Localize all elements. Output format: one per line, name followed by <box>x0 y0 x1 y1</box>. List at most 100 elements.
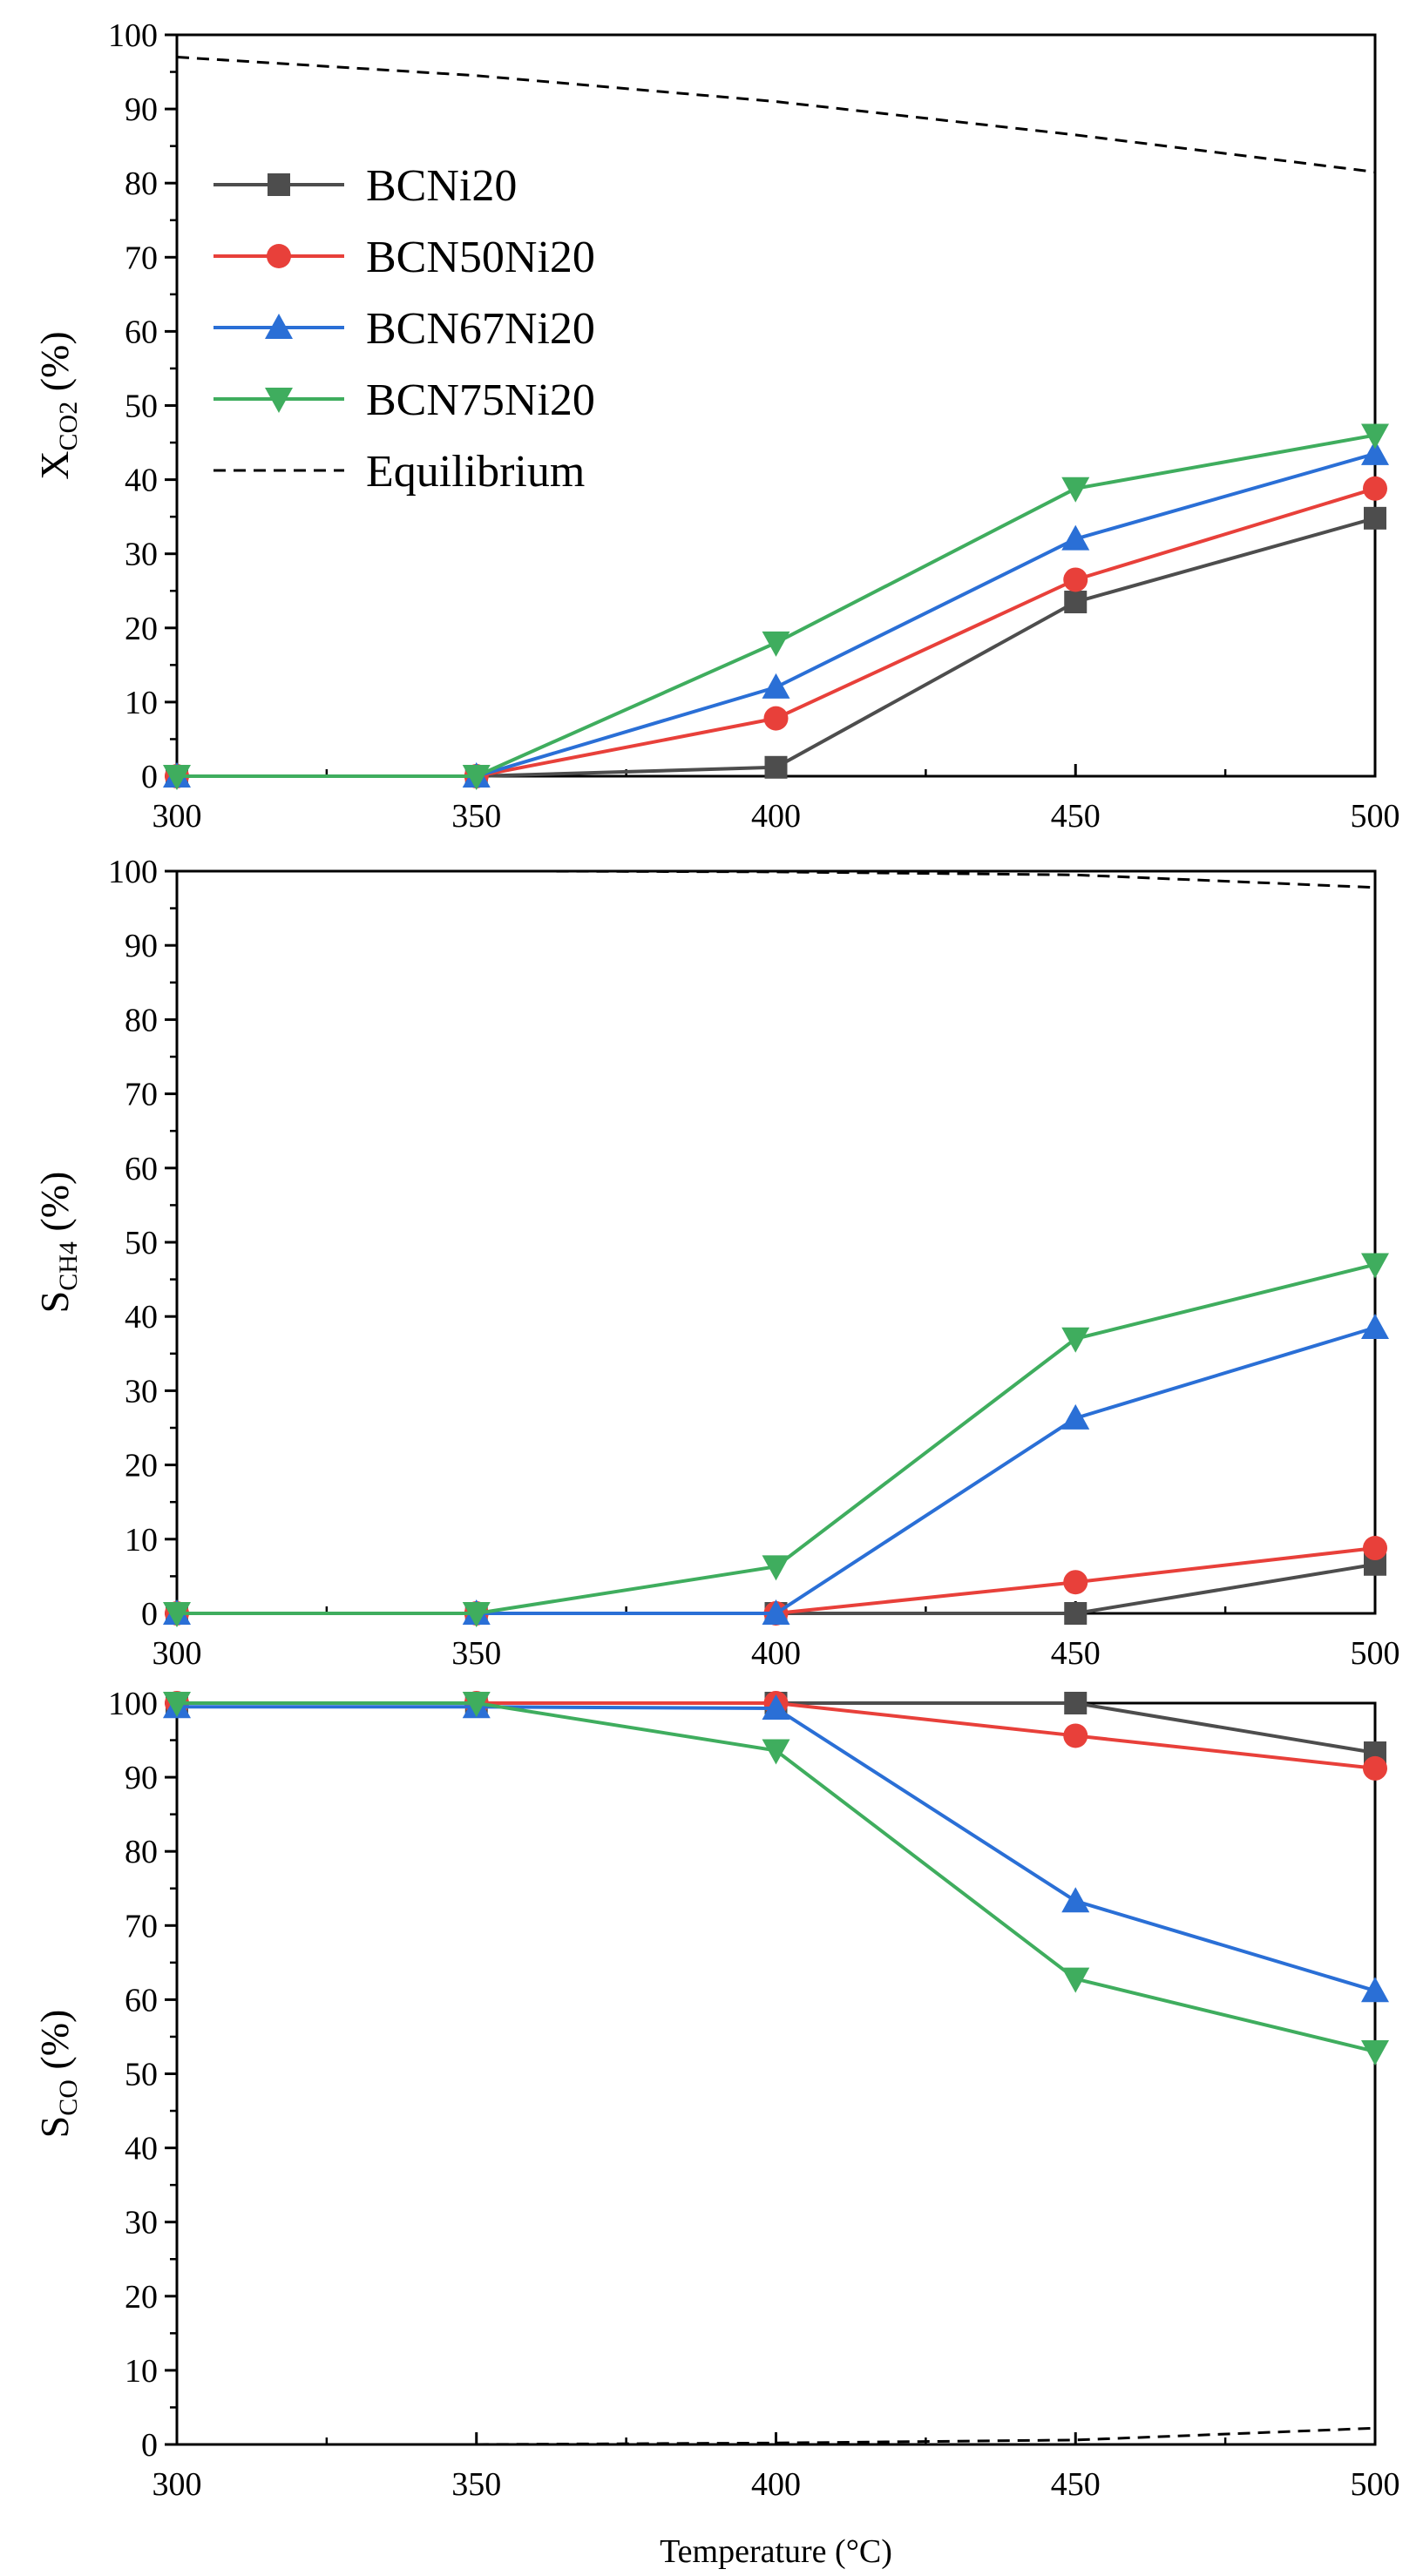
x-tick-label: 450 <box>1051 798 1101 835</box>
x-tick-label: 350 <box>451 798 501 835</box>
y-tick-label: 90 <box>125 928 158 964</box>
x-tick-label: 350 <box>451 2466 501 2503</box>
y-tick-label: 90 <box>125 1760 158 1796</box>
y-tick-label: 70 <box>125 1077 158 1113</box>
data-point-bcni20 <box>1064 591 1088 614</box>
x-tick-label: 500 <box>1351 798 1400 835</box>
y-axis-title-main: S <box>32 1291 77 1314</box>
data-point-bcn75ni20 <box>1061 1327 1090 1353</box>
x-axis-title: Temperature (°C) <box>660 2533 892 2570</box>
y-axis-title: XCO2 (%) <box>32 331 83 479</box>
data-point-bcn75ni20 <box>1361 1253 1389 1279</box>
panel-sch4: 0 10 20 30 40 50 60 70 80 90 100 300 350 400 450 500 SCH… <box>32 854 1400 1672</box>
y-tick-label: 80 <box>125 1834 158 1870</box>
data-point-bcn67ni20 <box>1361 1977 1389 2003</box>
x-tick-label: 500 <box>1351 1635 1400 1672</box>
data-point-bcn75ni20 <box>762 631 790 657</box>
y-tick-label: 20 <box>125 1448 158 1484</box>
data-point-bcn67ni20 <box>1061 1403 1090 1430</box>
y-tick-label: 70 <box>125 240 158 276</box>
data-point-bcn67ni20 <box>1361 1313 1389 1339</box>
legend-marker-bcn67ni20 <box>265 314 293 339</box>
y-tick-label: 50 <box>125 389 158 425</box>
y-tick-label: 100 <box>108 1686 158 1722</box>
data-point-bcn50ni20 <box>1363 1536 1387 1561</box>
y-tick-label: 0 <box>141 1596 158 1633</box>
x-tick-label: 400 <box>751 1635 801 1672</box>
y-axis-title-sub: CO2 <box>54 402 83 451</box>
data-point-bcn75ni20 <box>163 1692 191 1717</box>
data-point-bcn67ni20 <box>762 1599 790 1625</box>
y-tick-label: 30 <box>125 537 158 573</box>
y-tick-label: 100 <box>108 17 158 54</box>
y-tick-label: 30 <box>125 2205 158 2241</box>
legend-marker-bcni20 <box>268 173 290 196</box>
y-axis-title-unit: (%) <box>32 331 77 401</box>
y-tick-label: 40 <box>125 463 158 499</box>
equilibrium-line <box>536 869 1376 889</box>
y-axis-title-sub: CH4 <box>54 1241 83 1291</box>
y-tick-label: 20 <box>125 611 158 647</box>
data-point-bcni20 <box>764 755 788 779</box>
data-point-bcn75ni20 <box>1361 2039 1389 2066</box>
y-tick-label: 10 <box>125 1522 158 1558</box>
data-point-bcn50ni20 <box>763 706 789 731</box>
panel-sco: 0 10 20 30 40 50 60 70 80 90 100 300 350 400 450 500 SCO… <box>32 1686 1400 2570</box>
legend-marker-bcn50ni20 <box>267 244 291 268</box>
data-point-bcn67ni20 <box>1061 1887 1090 1913</box>
legend-label-bcn75ni20: BCN75Ni20 <box>366 375 595 425</box>
y-axis-title-unit: (%) <box>32 2010 77 2079</box>
data-point-bcn75ni20 <box>762 1739 790 1765</box>
x-tick-label: 500 <box>1351 2466 1400 2503</box>
data-point-bcn75ni20 <box>762 1555 790 1581</box>
data-point-bcn75ni20 <box>163 1602 191 1627</box>
y-axis-title: SCO (%) <box>32 2010 83 2139</box>
panel-xco2: 0 10 20 30 40 50 60 70 80 90 100 300 350 400 450 500 XCO… <box>32 17 1400 835</box>
y-tick-label: 50 <box>125 1225 158 1261</box>
y-tick-label: 70 <box>125 1908 158 1944</box>
y-tick-label: 60 <box>125 314 158 350</box>
y-axis-title-sub: CO <box>54 2079 83 2116</box>
data-point-bcn67ni20 <box>762 673 790 699</box>
data-point-bcni20 <box>1364 506 1386 530</box>
y-tick-label: 40 <box>125 2131 158 2167</box>
legend-label-bcn50ni20: BCN50Ni20 <box>366 233 595 282</box>
data-point-bcn67ni20 <box>762 1694 790 1720</box>
equilibrium-line <box>476 2426 1376 2446</box>
y-tick-label: 20 <box>125 2279 158 2316</box>
legend-label-bcni20: BCNi20 <box>366 161 517 211</box>
y-axis-title-unit: (%) <box>32 1172 77 1241</box>
y-tick-label: 60 <box>125 1151 158 1187</box>
x-tick-label: 300 <box>152 2466 202 2503</box>
equilibrium-line <box>176 56 1376 173</box>
y-axis-title-main: X <box>32 450 77 479</box>
y-tick-label: 0 <box>141 759 158 795</box>
data-point-bcn75ni20 <box>462 1602 491 1627</box>
data-point-bcn50ni20 <box>1063 567 1088 592</box>
x-tick-label: 450 <box>1051 2466 1101 2503</box>
x-tick-label: 450 <box>1051 1635 1101 1672</box>
x-tick-label: 400 <box>751 2466 801 2503</box>
y-axis-title-main: S <box>32 2116 77 2139</box>
data-point-bcni20 <box>1064 1692 1088 1714</box>
plot-frame <box>175 33 1377 778</box>
legend: BCNi20 BCN50Ni20 BCN67Ni20 BCN75Ni20 Equilib… <box>213 161 595 497</box>
data-point-bcn50ni20 <box>1363 476 1387 501</box>
y-tick-label: 10 <box>125 2353 158 2390</box>
data-point-bcn50ni20 <box>1063 1723 1088 1748</box>
y-tick-label: 60 <box>125 1982 158 2018</box>
data-point-bcn67ni20 <box>1061 524 1090 551</box>
plot-frame <box>175 869 1377 1615</box>
y-tick-label: 80 <box>125 166 158 202</box>
data-point-bcn50ni20 <box>1363 1755 1387 1781</box>
x-tick-label: 300 <box>152 1635 202 1672</box>
plot-frame <box>175 1701 1377 2446</box>
legend-marker-bcn75ni20 <box>265 388 293 413</box>
data-point-bcni20 <box>1064 1602 1088 1625</box>
y-tick-label: 80 <box>125 1002 158 1038</box>
y-axis-title: SCH4 (%) <box>32 1172 83 1314</box>
data-point-bcn75ni20 <box>462 1692 491 1717</box>
y-tick-label: 0 <box>141 2427 158 2464</box>
x-tick-label: 350 <box>451 1635 501 1672</box>
data-point-bcn75ni20 <box>163 765 191 790</box>
